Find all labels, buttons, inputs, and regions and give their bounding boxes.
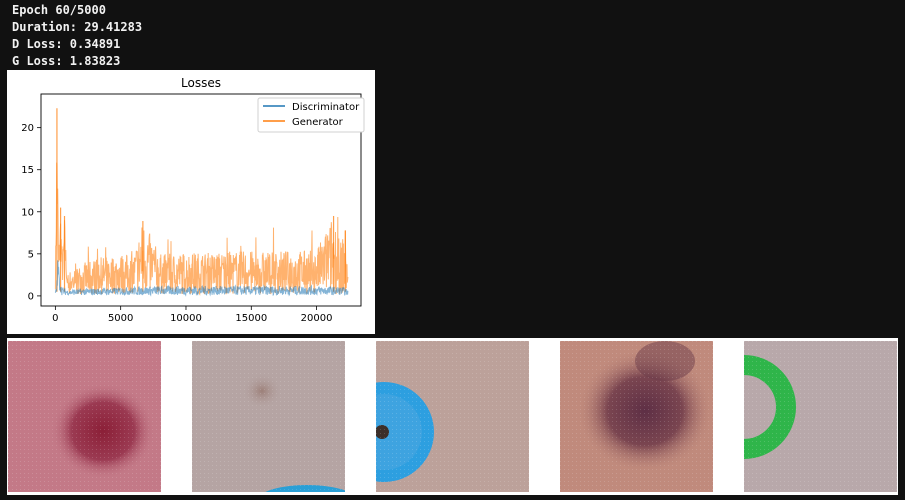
- x-tick-label-3: 15000: [235, 313, 267, 324]
- x-tick-label-0: 0: [52, 313, 58, 324]
- epoch-text: Epoch 60/5000: [12, 3, 106, 17]
- x-tick-label-1: 5000: [108, 313, 133, 324]
- y-tick-label-0: 0: [28, 291, 34, 302]
- series-line-discriminator: [54, 260, 349, 297]
- sample-image-5: [744, 341, 897, 492]
- sample-images-strip: [7, 338, 898, 495]
- sample-image-5-svg: [744, 341, 897, 492]
- sample-image-4: [560, 341, 713, 492]
- losses-chart-svg: Losses 0 5000 10000 15000 20000 0 5 10 15 20 Disc…: [21, 76, 365, 324]
- sample-image-1: [8, 341, 161, 492]
- x-tick-label-4: 20000: [301, 313, 333, 324]
- y-tick-label-3: 15: [21, 165, 34, 176]
- legend-label-generator: Generator: [292, 117, 344, 128]
- y-tick-label-2: 10: [21, 207, 34, 218]
- plot-area: [40, 93, 362, 307]
- series-line-generator: [54, 162, 349, 296]
- legend-label-discriminator: Discriminator: [292, 102, 360, 113]
- y-tick-label-4: 20: [21, 123, 34, 134]
- sample-image-2-svg: [192, 341, 345, 492]
- g-loss-text: G Loss: 1.83823: [12, 54, 121, 68]
- sample-image-2: [192, 341, 345, 492]
- y-tick-label-1: 5: [28, 249, 34, 260]
- duration-text: Duration: 29.41283: [12, 20, 143, 34]
- sample-image-1-svg: [8, 341, 161, 492]
- sample-image-4-svg: [560, 341, 713, 492]
- d-loss-text: D Loss: 0.34891: [12, 37, 121, 51]
- losses-chart: Losses 0 5000 10000 15000 20000 0 5 10 15 20 Disc…: [7, 70, 375, 334]
- legend: Discriminator Generator: [257, 97, 365, 133]
- sample-image-3-svg: [376, 341, 529, 492]
- x-tick-label-2: 10000: [170, 313, 202, 324]
- training-log: Epoch 60/5000 Duration: 29.41283 D Loss:…: [12, 2, 142, 70]
- chart-title: Losses: [181, 76, 221, 90]
- sample-image-3: [376, 341, 529, 492]
